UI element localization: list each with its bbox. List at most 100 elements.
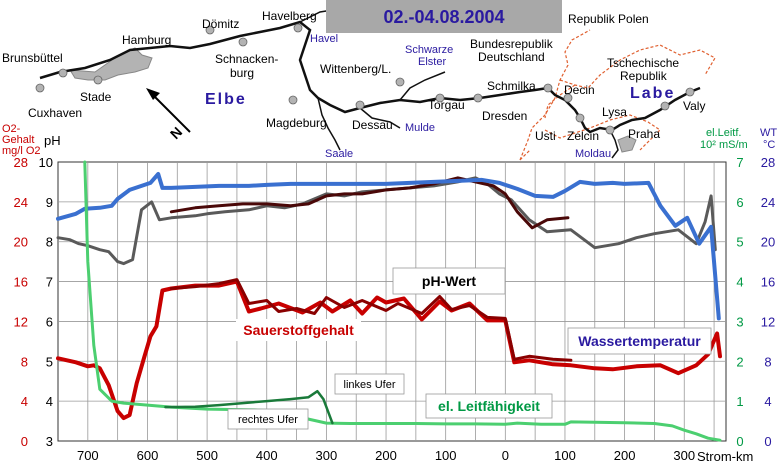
label-germany-1: Bundesrepublik: [470, 37, 554, 51]
o2-tick-label: 24: [14, 195, 28, 210]
city-dot-zelcin: [605, 125, 615, 135]
label-schnacken-2: burg: [230, 66, 254, 80]
o2-axis-title-1: O2-: [2, 123, 21, 135]
ph-tick-label: 10: [39, 155, 53, 170]
label-mulde: Mulde: [405, 122, 435, 134]
series-line-o2_left: [169, 278, 573, 362]
annotation-left-bank-box: [334, 373, 405, 395]
label-moldau: Moldau: [575, 148, 611, 160]
label-havel: Havel: [310, 33, 338, 45]
x-tick-label: 300: [673, 448, 695, 463]
north-letter: N: [167, 124, 185, 142]
city-dot-valy: [685, 87, 695, 97]
label-usti: Usti: [535, 129, 556, 143]
series-line-lf_right: [83, 160, 722, 442]
schwarze-elster-river: [399, 71, 446, 101]
x-tick-label: 200: [614, 448, 636, 463]
x-axis-unit: Strom-km: [697, 449, 753, 464]
city-dot-usti: [575, 113, 585, 123]
label-czech-1: Tschechische: [607, 56, 679, 70]
series-line-ph_right: [56, 176, 717, 266]
x-tick-label: 500: [196, 448, 218, 463]
label-czech-2: Republik: [620, 69, 668, 83]
lf-tick-label: 5: [736, 235, 743, 250]
ticks: 700 600 500 400 300 200 100 0 100 200 300048121620…: [14, 155, 776, 463]
label-torgau: Torgau: [428, 98, 465, 112]
wt-tick-label: 20: [761, 235, 775, 250]
label-magdeburg: Magdeburg: [266, 116, 327, 130]
annotation-lf: el. Leitfähigkeit: [438, 398, 540, 414]
label-schmilka: Schmilka: [487, 79, 536, 93]
elbe-map: N 02.-04.08.2004 Brunsbüttel Cuxhaven Ha…: [2, 0, 716, 161]
x-tick-label: 700: [77, 448, 99, 463]
annotation-wt-box: [567, 327, 712, 355]
label-labe: Labe: [630, 85, 675, 102]
city-dot-torgau: [435, 93, 445, 103]
o2-tick-label: 8: [21, 354, 28, 369]
city-dot-doemitz: [205, 25, 215, 35]
annotation-wt: Wassertemperatur: [578, 333, 701, 349]
series-line-lf_left: [164, 389, 334, 425]
label-dessau: Dessau: [352, 118, 393, 132]
city-dot-havelberg: [293, 23, 303, 33]
north-arrow: N: [146, 88, 191, 142]
label-cuxhaven: Cuxhaven: [28, 106, 82, 120]
annotation-left-bank: linkes Ufer: [344, 379, 396, 391]
wt-tick-label: 8: [764, 354, 771, 369]
o2-axis-title-3: mg/l O2: [2, 145, 41, 157]
o2-tick-label: 12: [14, 314, 28, 329]
label-germany-2: Deutschland: [478, 50, 545, 64]
series-line-wt: [56, 172, 721, 321]
date-box: [326, 0, 562, 33]
lf-tick-label: 3: [736, 314, 743, 329]
annotation-o2: Sauerstoffgehalt: [243, 322, 354, 338]
o2-tick-label: 0: [21, 434, 28, 449]
lf-tick-label: 6: [736, 195, 743, 210]
x-tick-label: 0: [502, 448, 509, 463]
ph-tick-label: 9: [46, 195, 53, 210]
label-valy: Valy: [683, 99, 705, 113]
axis-titles: O2- Gehalt mg/l O2 pH el.Leitf. 10² mS/m…: [2, 123, 777, 464]
city-dot-wittenberg: [395, 77, 405, 87]
saale-river: [317, 97, 341, 151]
city-dot-stade: [93, 75, 103, 85]
wt-axis-title-1: WT: [760, 127, 777, 139]
o2-tick-label: 4: [21, 394, 28, 409]
city-dot-dessau: [355, 100, 365, 110]
lf-axis-title-2: 10² mS/m: [700, 139, 748, 151]
wt-axis-title-2: °C: [763, 139, 775, 151]
ph-axis-title: pH: [44, 133, 61, 148]
wt-tick-label: 4: [764, 394, 771, 409]
label-decin: Decin: [564, 83, 595, 97]
x-tick-label: 300: [316, 448, 338, 463]
label-hamburg: Hamburg: [122, 33, 171, 47]
annotation-right-bank: rechtes Ufer: [238, 414, 298, 426]
ph-tick-label: 5: [46, 354, 53, 369]
ph-tick-label: 4: [46, 394, 53, 409]
wt-tick-label: 28: [761, 155, 775, 170]
lf-tick-label: 4: [736, 275, 743, 290]
wt-tick-label: 16: [761, 275, 775, 290]
label-zelcin: Zelcin: [567, 129, 599, 143]
annotation-ph: pH-Wert: [422, 273, 477, 289]
label-schwarze-1: Schwarze: [405, 44, 453, 56]
border-line: [519, 29, 716, 161]
city-dot-cuxhaven: [35, 83, 45, 93]
label-wittenberg: Wittenberg/L.: [320, 62, 391, 76]
lf-tick-label: 0: [736, 434, 743, 449]
label-havelberg: Havelberg: [262, 9, 317, 23]
x-tick-label: 100: [435, 448, 457, 463]
label-elbe: Elbe: [205, 91, 247, 108]
city-dot-dresden: [473, 93, 483, 103]
label-schwarze-2: Elster: [418, 56, 446, 68]
lf-tick-label: 1: [736, 394, 743, 409]
label-doemitz: Dömitz: [202, 17, 239, 31]
ph-tick-label: 3: [46, 434, 53, 449]
label-schnacken-1: Schnacken-: [215, 52, 278, 66]
ph-tick-label: 6: [46, 314, 53, 329]
city-dot-magdeburg: [288, 95, 298, 105]
lf-tick-label: 2: [736, 354, 743, 369]
o2-tick-label: 16: [14, 275, 28, 290]
annotations: pH-Wert Sauerstoffgehalt Wassertemperatur e…: [227, 267, 712, 430]
